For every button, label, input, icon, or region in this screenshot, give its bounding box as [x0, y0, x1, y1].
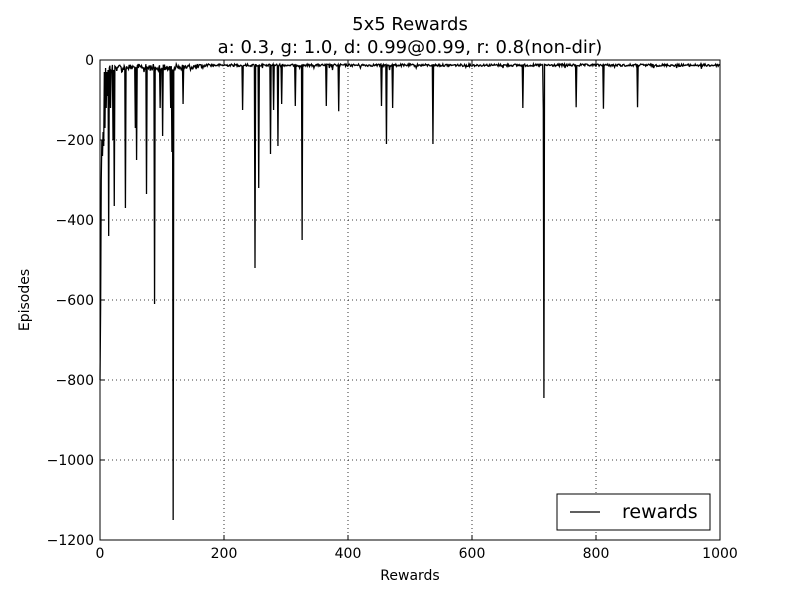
y-tick-label: −1000	[47, 453, 94, 469]
chart-title: 5x5 Rewards	[352, 14, 468, 35]
x-tick-label: 0	[96, 546, 105, 562]
y-tick-label: −800	[56, 373, 94, 389]
y-tick-label: −1200	[47, 533, 94, 549]
x-axis-label: Rewards	[380, 568, 439, 584]
grid-lines	[100, 60, 720, 540]
y-axis-ticks: 0 −200 −400 −600 −800 −1000 −1200	[47, 53, 720, 549]
y-tick-label: −400	[56, 213, 94, 229]
y-axis-label: Episodes	[17, 269, 33, 331]
legend-label-rewards: rewards	[622, 501, 698, 523]
legend: rewards	[556, 493, 711, 531]
y-tick-label: 0	[85, 53, 94, 69]
x-tick-label: 600	[459, 546, 486, 562]
series-group	[99, 61, 720, 521]
x-tick-label: 400	[335, 546, 362, 562]
chart-subtitle: a: 0.3, g: 1.0, d: 0.99@0.99, r: 0.8(non…	[218, 37, 603, 58]
series-line-rewards	[99, 61, 720, 521]
x-tick-label: 800	[583, 546, 610, 562]
x-tick-label: 1000	[702, 546, 738, 562]
y-tick-label: −600	[56, 293, 94, 309]
x-tick-label: 200	[211, 546, 238, 562]
y-tick-label: −200	[56, 133, 94, 149]
x-axis-ticks: 0 200 400 600 800 1000	[96, 60, 738, 562]
